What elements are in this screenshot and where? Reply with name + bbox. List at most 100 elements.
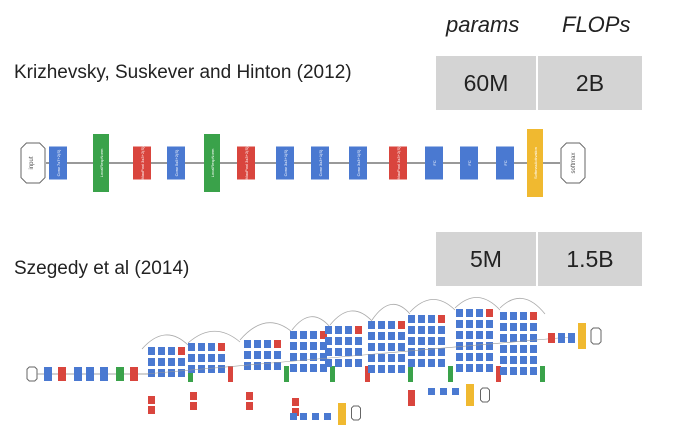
googlenet-module-block xyxy=(438,326,445,334)
googlenet-module-block xyxy=(178,369,185,377)
googlenet-module-block xyxy=(264,351,271,359)
googlenet-concat-block xyxy=(365,366,370,382)
googlenet-module-block xyxy=(290,342,297,350)
alexnet-block-conv xyxy=(349,146,367,180)
alexnet-block-conv xyxy=(167,146,185,180)
googlenet-module-block xyxy=(355,348,362,356)
alexnet-block-softmax xyxy=(527,129,543,197)
googlenet-module-block xyxy=(325,348,332,356)
alexnet-block-label: FC xyxy=(503,160,508,165)
googlenet-concat-block xyxy=(228,366,233,382)
googlenet-module-block xyxy=(254,351,261,359)
googlenet-module-block xyxy=(530,345,537,353)
alexnet-block-pool xyxy=(389,146,407,180)
googlenet-connector xyxy=(409,299,456,313)
googlenet-module-block xyxy=(320,364,327,372)
googlenet-connector xyxy=(239,322,293,341)
googlenet-pool-block xyxy=(190,392,197,400)
googlenet-module-block xyxy=(398,354,405,362)
googlenet-stem-block xyxy=(44,367,52,381)
alexnet-block-conv xyxy=(496,146,514,180)
googlenet-head-block xyxy=(568,333,575,343)
googlenet-module-block xyxy=(198,343,205,351)
googlenet-module-block xyxy=(466,309,473,317)
googlenet-flops-cell: 1.5B xyxy=(538,232,642,286)
googlenet-module-block xyxy=(486,364,493,372)
googlenet-module-block xyxy=(208,365,215,373)
googlenet-module-block xyxy=(188,365,195,373)
googlenet-aux-block xyxy=(300,413,307,420)
googlenet-module-block xyxy=(378,321,385,329)
googlenet-module-block xyxy=(378,354,385,362)
googlenet-module-block xyxy=(345,326,352,334)
googlenet-module-block xyxy=(408,326,415,334)
googlenet-module-block xyxy=(274,362,281,370)
googlenet-aux-block xyxy=(452,388,459,395)
googlenet-module-block xyxy=(486,331,493,339)
googlenet-module-block xyxy=(368,343,375,351)
alexnet-block-label: LocalRespNorm xyxy=(99,148,104,177)
googlenet-pool-block xyxy=(408,390,415,398)
googlenet-module-block xyxy=(476,353,483,361)
googlenet-pool-block xyxy=(148,406,155,414)
googlenet-aux-output xyxy=(351,405,361,421)
googlenet-module-block xyxy=(310,364,317,372)
googlenet-module-block xyxy=(158,347,165,355)
alexnet-block-conv xyxy=(460,146,478,180)
alexnet-block-label: Conv 5x5+2(S) xyxy=(174,149,179,176)
alexnet-title: Krizhevsky, Suskever and Hinton (2012) xyxy=(14,62,352,83)
googlenet-module-block xyxy=(530,323,537,331)
googlenet-module-block xyxy=(428,359,435,367)
googlenet-module-block xyxy=(398,343,405,351)
googlenet-module-block xyxy=(178,347,185,355)
googlenet-module-block xyxy=(355,326,362,334)
googlenet-module-block xyxy=(388,343,395,351)
googlenet-module-block xyxy=(408,348,415,356)
googlenet-pool-block xyxy=(292,398,299,406)
googlenet-pool-block xyxy=(246,392,253,400)
googlenet-module-block xyxy=(310,342,317,350)
alexnet-params-cell: 60M xyxy=(436,56,536,110)
googlenet-stem-block xyxy=(116,367,124,381)
googlenet-module-block xyxy=(368,365,375,373)
googlenet-module-block xyxy=(500,323,507,331)
googlenet-module-block xyxy=(456,364,463,372)
googlenet-concat-block xyxy=(330,366,335,382)
googlenet-main-line xyxy=(144,336,571,375)
googlenet-module-block xyxy=(438,348,445,356)
googlenet-module-block xyxy=(345,337,352,345)
googlenet-module-block xyxy=(398,332,405,340)
googlenet-module-block xyxy=(254,362,261,370)
alexnet-block-label: FC xyxy=(467,160,472,165)
googlenet-module-block xyxy=(486,309,493,317)
googlenet-module-block xyxy=(510,367,517,375)
googlenet-stem-block xyxy=(100,367,108,381)
googlenet-stem-block xyxy=(130,367,138,381)
googlenet-module-block xyxy=(388,354,395,362)
alexnet-block-conv xyxy=(49,146,67,180)
googlenet-module-block xyxy=(408,315,415,323)
googlenet-module-block xyxy=(398,365,405,373)
googlenet-module-block xyxy=(148,369,155,377)
googlenet-module-block xyxy=(438,337,445,345)
googlenet-module-block xyxy=(466,364,473,372)
googlenet-module-block xyxy=(355,337,362,345)
googlenet-module-block xyxy=(368,332,375,340)
googlenet-module-block xyxy=(335,337,342,345)
googlenet-module-block xyxy=(418,326,425,334)
googlenet-module-block xyxy=(244,340,251,348)
googlenet-module-block xyxy=(158,369,165,377)
googlenet-module-block xyxy=(438,359,445,367)
googlenet-module-block xyxy=(388,332,395,340)
googlenet-module-block xyxy=(244,362,251,370)
googlenet-module-block xyxy=(178,358,185,366)
googlenet-module-block xyxy=(168,369,175,377)
googlenet-aux-block xyxy=(324,413,331,420)
alexnet-block-conv xyxy=(425,146,443,180)
flops-header: FLOPs xyxy=(562,12,631,37)
googlenet-module-block xyxy=(530,334,537,342)
googlenet-aux-softmax xyxy=(466,384,474,406)
googlenet-module-block xyxy=(378,365,385,373)
